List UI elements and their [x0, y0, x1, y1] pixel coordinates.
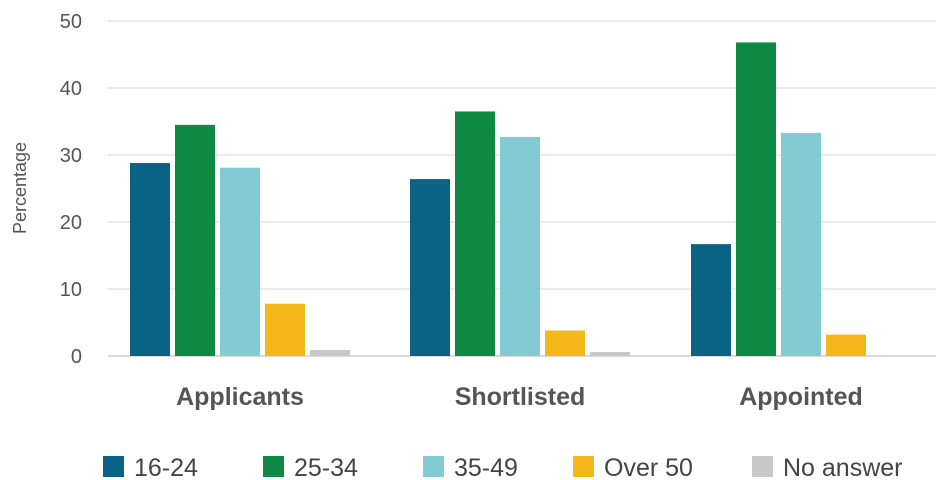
category-labels: Applicants Shortlisted Appointed — [176, 383, 863, 411]
legend-swatch — [752, 456, 773, 477]
legend: 16-24 25-34 35-49 Over 50 No answer — [103, 454, 903, 480]
category-label: Shortlisted — [455, 383, 586, 411]
bar — [736, 42, 776, 356]
bar — [826, 334, 866, 356]
y-tick-label: 40 — [60, 78, 82, 100]
bar — [410, 179, 450, 356]
legend-swatch — [263, 456, 284, 477]
y-tick-label: 10 — [60, 279, 82, 301]
bar — [175, 124, 215, 356]
bar — [500, 136, 540, 356]
bar — [130, 163, 170, 356]
y-tick-label: 20 — [60, 212, 82, 234]
category-label: Applicants — [176, 383, 304, 411]
legend-label: 16-24 — [134, 454, 198, 480]
legend-swatch — [573, 456, 594, 477]
category-label: Appointed — [739, 383, 863, 411]
legend-label: 35-49 — [454, 454, 518, 480]
bar — [310, 349, 350, 356]
bar — [455, 111, 495, 356]
legend-swatch — [103, 456, 124, 477]
legend-label: 25-34 — [294, 454, 358, 480]
y-axis-ticks: 0 10 20 30 40 50 — [60, 11, 82, 368]
bar — [691, 244, 731, 356]
y-tick-label: 50 — [60, 11, 82, 33]
legend-label: No answer — [783, 454, 903, 480]
bar — [545, 330, 585, 356]
bars — [130, 42, 866, 356]
legend-swatch — [423, 456, 444, 477]
legend-label: Over 50 — [604, 454, 693, 480]
y-tick-label: 0 — [71, 346, 82, 368]
bar — [220, 167, 260, 356]
bar — [265, 303, 305, 356]
y-axis-label: Percentage — [10, 142, 30, 234]
y-tick-label: 30 — [60, 145, 82, 167]
bar — [781, 132, 821, 356]
bar — [590, 351, 630, 356]
